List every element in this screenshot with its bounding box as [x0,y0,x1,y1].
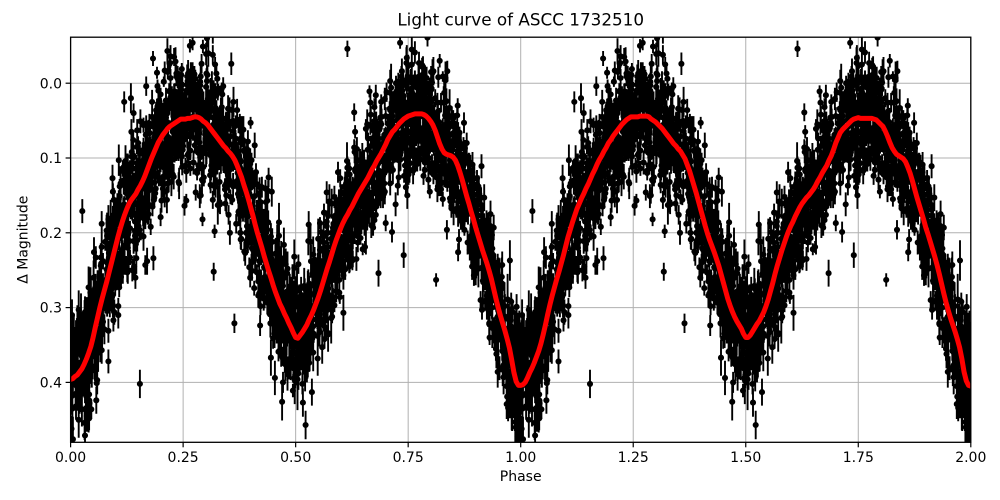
y-tick-label: 0.1 [40,151,62,167]
x-tick-label: 1.00 [505,450,536,466]
x-tick-label: 2.00 [955,450,986,466]
chart-title: Light curve of ASCC 1732510 [397,10,644,30]
y-tick-label: 0.4 [40,375,62,391]
x-axis-label: Phase [500,469,542,485]
y-tick-label: 0.0 [40,76,62,92]
x-tick-labels: 0.00 0.25 0.50 0.75 1.00 1.25 1.50 1.75 2.00 [55,450,986,466]
y-axis-label: Δ Magnitude [15,196,31,284]
x-tick-label: 0.25 [168,450,199,466]
y-tick-label: 0.2 [40,226,62,242]
x-tick-label: 0.50 [280,450,311,466]
smoothed-curve [70,111,971,389]
tick-marks [65,82,972,448]
x-tick-label: 1.25 [618,450,649,466]
x-tick-label: 1.75 [843,450,874,466]
y-tick-label: 0.3 [40,301,62,317]
x-tick-label: 0.00 [55,450,86,466]
scatter-points [70,37,971,443]
y-tick-labels: 0.0 0.1 0.2 0.3 0.4 [40,76,62,391]
x-tick-label: 0.75 [393,450,424,466]
x-tick-label: 1.50 [730,450,761,466]
